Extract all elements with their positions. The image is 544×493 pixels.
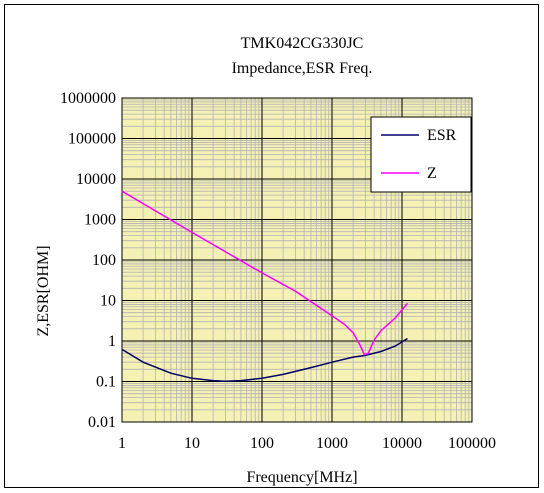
y-tick-label: 1 [108,333,116,350]
plot-area: 1 10 100 1000 10000 100000 1000000 100000 10000 1… [60,90,496,452]
x-tick-label: 10000 [382,435,422,452]
y-tick-label: 0.1 [96,374,116,391]
legend-label-esr: ESR [427,127,457,144]
x-tick-label: 100 [250,435,274,452]
y-tick-label: 100 [92,252,116,269]
y-tick-label: 10 [100,293,116,310]
y-tick-label: 1000000 [60,90,116,107]
x-tick-label: 1000 [316,435,348,452]
chart-title: TMK042CG330JC [241,35,364,52]
y-tick-label: 10000 [76,171,116,188]
y-tick-label: 0.01 [88,414,116,431]
y-tick-label: 100000 [68,131,116,148]
y-tick-label: 1000 [84,212,116,229]
plot-border [121,97,473,423]
legend-box [370,116,472,193]
series-line-z [121,190,409,356]
y-axis-label: Z,ESR[OHM] [35,245,52,336]
chart-subtitle: Impedance,ESR Freq. [232,60,373,77]
x-tick-label: 1 [118,435,126,452]
series-line-esr [121,337,408,382]
x-axis-label: Frequency[MHz] [246,469,357,486]
x-tick-label: 100000 [448,435,496,452]
x-tick-label: 10 [184,435,200,452]
legend-label-z: Z [427,165,437,182]
